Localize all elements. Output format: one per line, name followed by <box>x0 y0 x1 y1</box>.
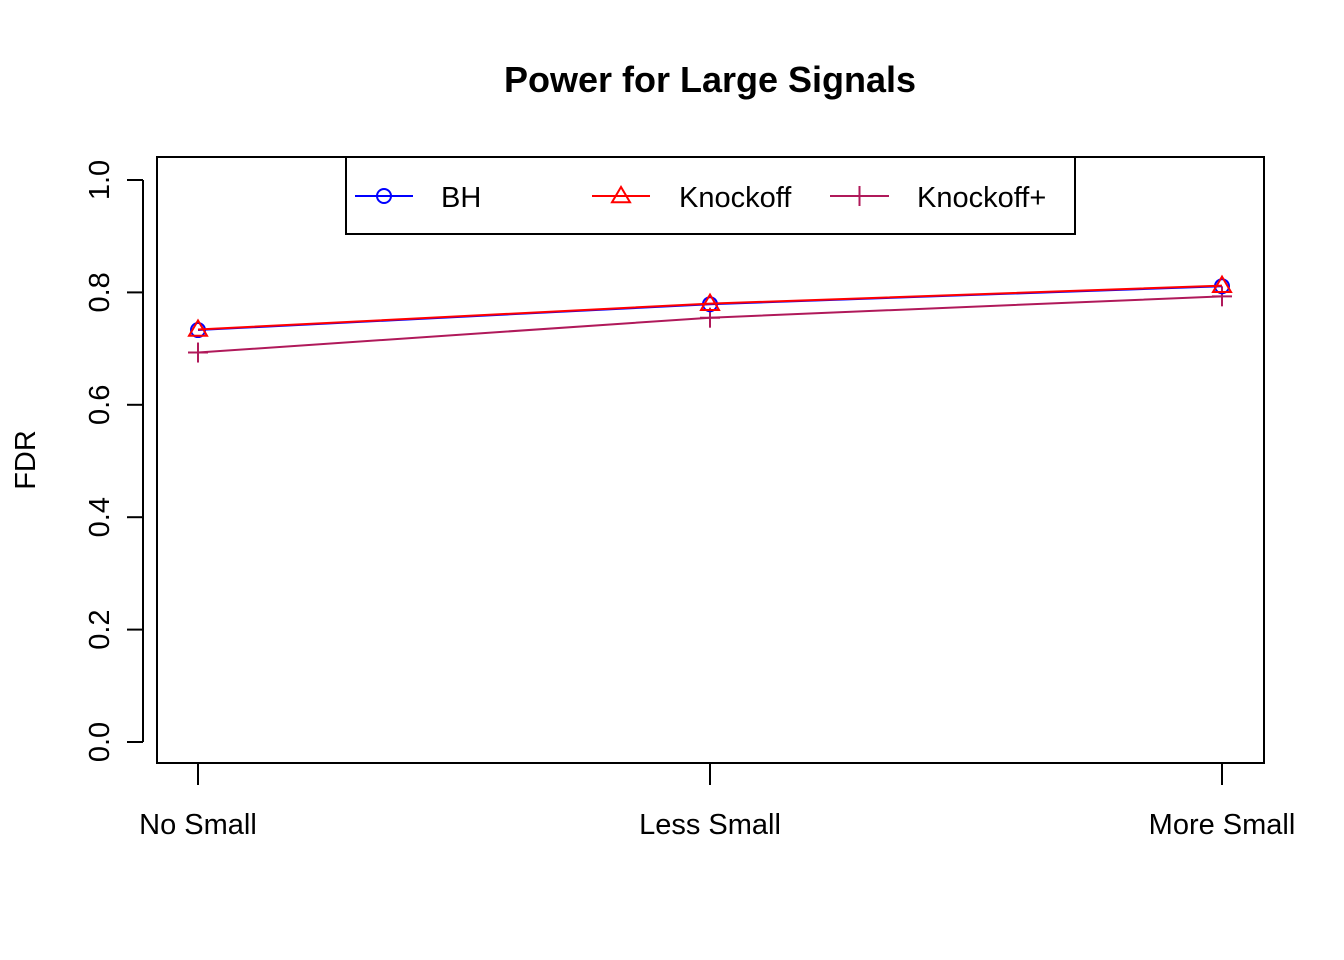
x-tick-label: Less Small <box>639 809 781 841</box>
point-marker <box>849 186 870 206</box>
y-tick-label: 0.4 <box>84 497 116 537</box>
x-axis: No Small Less Small More Small <box>139 762 1296 841</box>
point-marker <box>610 185 632 204</box>
legend-item: BH <box>355 182 481 214</box>
y-tick-label: 0.0 <box>84 722 116 762</box>
y-tick-label: 1.0 <box>84 160 116 200</box>
legend: BH Knockoff Knockoff+ <box>345 156 1076 235</box>
y-axis-label: FDR <box>10 430 42 490</box>
point-marker <box>1211 274 1233 293</box>
point-marker <box>1212 286 1232 307</box>
legend-label: Knockoff <box>679 182 792 214</box>
y-tick-label: 0.8 <box>84 272 116 312</box>
y-tick-label: 0.6 <box>84 385 116 425</box>
legend-item: Knockoff <box>592 182 792 214</box>
y-tick-label: 0.2 <box>84 609 116 649</box>
plot-frame <box>156 156 1265 764</box>
x-tick-label: More Small <box>1149 809 1296 841</box>
x-tick-label: No Small <box>139 809 257 841</box>
legend-item: Knockoff+ <box>830 182 1046 214</box>
point-marker <box>188 342 208 363</box>
point-marker <box>187 318 209 337</box>
y-axis: 0.0 0.2 0.4 0.6 0.8 1.0 <box>84 160 144 762</box>
series-layer <box>187 274 1233 363</box>
legend-label: BH <box>441 182 481 214</box>
point-marker <box>376 188 392 204</box>
series-knockoff-plus <box>188 286 1232 363</box>
series-line <box>197 284 1223 331</box>
chart-title: Power for Large Signals <box>504 59 916 100</box>
legend-label: Knockoff+ <box>917 182 1046 214</box>
series-knockoff <box>187 274 1233 337</box>
point-marker <box>699 292 721 311</box>
legend-box <box>345 156 1076 235</box>
